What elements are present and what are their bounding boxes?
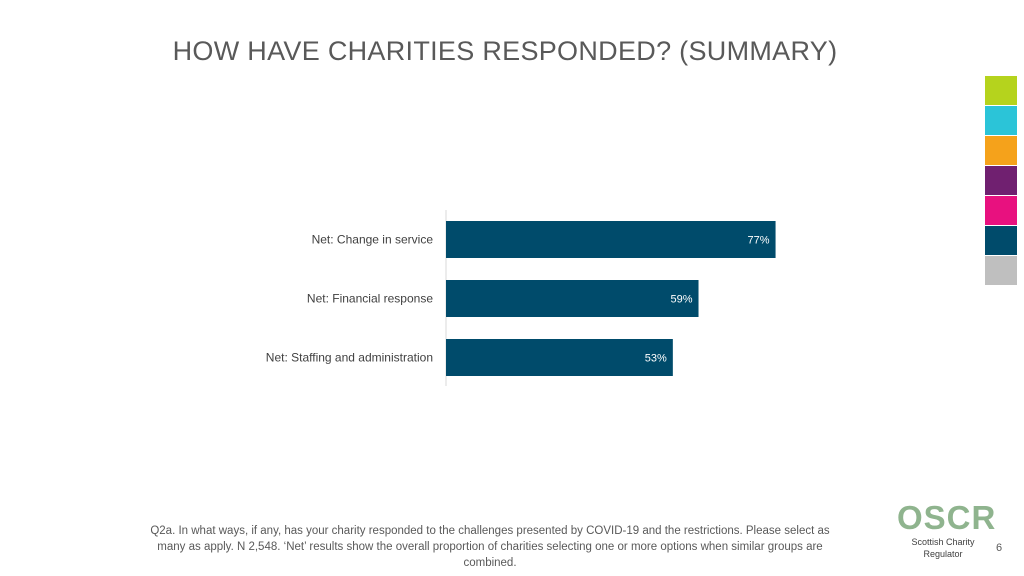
data-label-1: 77% <box>748 235 770 247</box>
slide-title: HOW HAVE CHARITIES RESPONDED? (SUMMARY) <box>172 36 838 66</box>
footnote: Q2a. In what ways, if any, has your char… <box>150 525 830 569</box>
page-number: 6 <box>996 542 1003 554</box>
bar-1 <box>446 221 776 258</box>
oscr-logo: OSCR Scottish Charity Regulator <box>897 499 997 560</box>
color-swatch-1 <box>985 76 1017 105</box>
color-swatch-2 <box>985 106 1017 135</box>
bar-2 <box>446 280 699 317</box>
category-label-3: Net: Staffing and administration <box>266 351 433 365</box>
data-label-2: 59% <box>670 294 692 306</box>
logo-tagline: Scottish Charity Regulator <box>911 537 975 559</box>
color-swatch-5 <box>985 196 1017 225</box>
logo-mark: OSCR <box>897 499 997 536</box>
color-swatch-6 <box>985 226 1017 255</box>
category-label-2: Net: Financial response <box>307 292 433 306</box>
color-swatch-4 <box>985 166 1017 195</box>
bar-3 <box>446 339 673 376</box>
color-swatch-7 <box>985 256 1017 285</box>
category-label-1: Net: Change in service <box>312 233 434 247</box>
color-swatch-3 <box>985 136 1017 165</box>
color-swatch-strip <box>985 76 1017 286</box>
data-label-3: 53% <box>645 353 667 365</box>
